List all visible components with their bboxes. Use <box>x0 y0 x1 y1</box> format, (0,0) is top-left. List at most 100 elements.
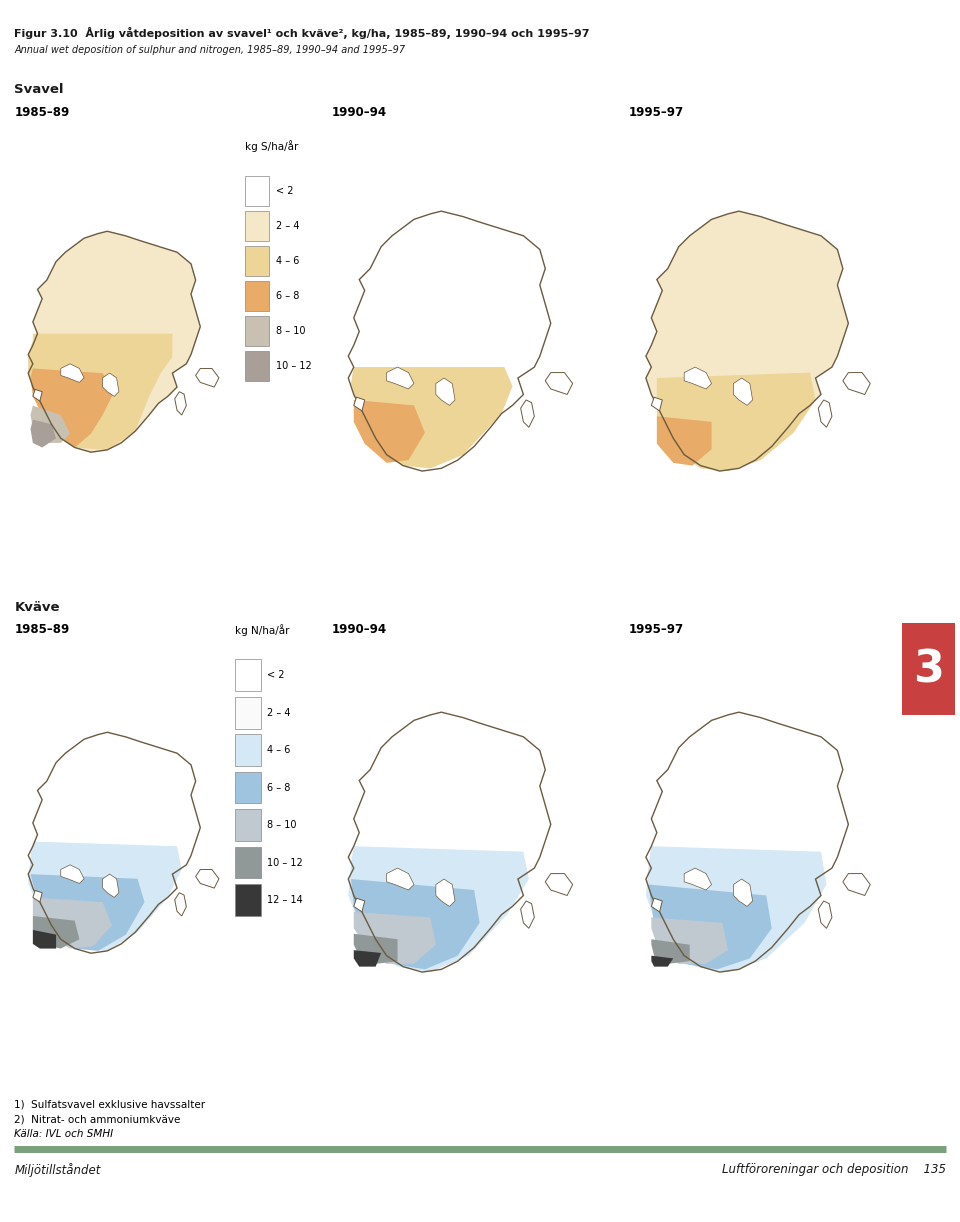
Text: 12 – 14: 12 – 14 <box>267 895 302 906</box>
Polygon shape <box>28 231 201 452</box>
Polygon shape <box>545 874 572 896</box>
Text: 8 – 10: 8 – 10 <box>276 326 305 336</box>
Polygon shape <box>351 367 513 468</box>
Text: 1985–89: 1985–89 <box>14 623 70 637</box>
Polygon shape <box>33 930 56 948</box>
Bar <box>235 847 261 879</box>
Text: 8 – 10: 8 – 10 <box>267 820 297 830</box>
Polygon shape <box>520 400 535 428</box>
Bar <box>245 351 269 380</box>
Polygon shape <box>28 732 201 953</box>
Polygon shape <box>28 334 173 450</box>
Polygon shape <box>354 951 381 967</box>
Text: Svavel: Svavel <box>14 83 64 97</box>
Bar <box>235 771 261 804</box>
Text: Figur 3.10  Årlig våtdeposition av svavel¹ och kväve², kg/ha, 1985–89, 1990–94 o: Figur 3.10 Årlig våtdeposition av svavel… <box>14 27 589 39</box>
Text: < 2: < 2 <box>267 671 284 681</box>
Polygon shape <box>651 918 728 964</box>
Text: 1985–89: 1985–89 <box>14 106 70 120</box>
Text: 1995–97: 1995–97 <box>629 106 684 120</box>
Text: 2 – 4: 2 – 4 <box>276 221 300 231</box>
Polygon shape <box>651 898 662 912</box>
Polygon shape <box>60 865 84 884</box>
Text: 6 – 8: 6 – 8 <box>276 291 300 301</box>
Polygon shape <box>436 879 455 907</box>
Polygon shape <box>348 211 551 470</box>
Text: 1)  Sulfatsvavel exklusive havssalter: 1) Sulfatsvavel exklusive havssalter <box>14 1100 205 1110</box>
Text: 2 – 4: 2 – 4 <box>267 708 291 717</box>
Polygon shape <box>175 392 186 415</box>
Polygon shape <box>354 400 425 463</box>
Bar <box>235 734 261 766</box>
Text: 10 – 12: 10 – 12 <box>267 858 302 868</box>
Polygon shape <box>387 367 414 389</box>
Bar <box>235 809 261 841</box>
Polygon shape <box>33 916 80 948</box>
Bar <box>235 884 261 915</box>
Text: 1990–94: 1990–94 <box>331 106 386 120</box>
Polygon shape <box>354 898 365 912</box>
Bar <box>245 281 269 310</box>
Polygon shape <box>348 712 551 971</box>
Polygon shape <box>103 874 119 897</box>
Polygon shape <box>31 369 114 447</box>
Polygon shape <box>354 397 365 411</box>
Polygon shape <box>646 712 849 971</box>
Polygon shape <box>175 893 186 916</box>
Polygon shape <box>651 397 662 411</box>
Text: 6 – 8: 6 – 8 <box>267 783 291 793</box>
Text: Källa: IVL och SMHI: Källa: IVL och SMHI <box>14 1129 113 1139</box>
Bar <box>245 246 269 276</box>
Polygon shape <box>649 885 772 969</box>
Polygon shape <box>684 868 711 890</box>
Polygon shape <box>646 211 849 470</box>
Polygon shape <box>348 211 551 470</box>
Text: Luftföroreningar och deposition    135: Luftföroreningar och deposition 135 <box>722 1163 946 1177</box>
Text: < 2: < 2 <box>276 186 294 197</box>
Polygon shape <box>651 940 689 964</box>
Polygon shape <box>31 874 145 951</box>
Polygon shape <box>818 901 832 929</box>
Polygon shape <box>651 956 673 967</box>
Polygon shape <box>351 879 480 969</box>
Text: 1995–97: 1995–97 <box>629 623 684 637</box>
Bar <box>245 176 269 207</box>
Text: kg N/ha/år: kg N/ha/år <box>235 624 290 635</box>
Bar <box>235 660 261 692</box>
Polygon shape <box>28 732 201 953</box>
Polygon shape <box>103 373 119 396</box>
Text: 2)  Nitrat- och ammoniumkväve: 2) Nitrat- och ammoniumkväve <box>14 1114 180 1124</box>
Bar <box>245 316 269 346</box>
Polygon shape <box>348 712 551 971</box>
Text: Kväve: Kväve <box>14 601 60 615</box>
Text: Annual wet deposition of sulphur and nitrogen, 1985–89, 1990–94 and 1995–97: Annual wet deposition of sulphur and nit… <box>14 45 405 55</box>
Polygon shape <box>733 879 753 907</box>
Polygon shape <box>657 417 711 466</box>
Polygon shape <box>60 364 84 382</box>
Polygon shape <box>31 419 56 447</box>
Text: 3: 3 <box>913 648 944 692</box>
Polygon shape <box>818 400 832 428</box>
Polygon shape <box>646 211 849 470</box>
Polygon shape <box>351 367 513 468</box>
Polygon shape <box>28 842 181 951</box>
Polygon shape <box>545 373 572 395</box>
Polygon shape <box>31 406 70 442</box>
Polygon shape <box>28 231 201 452</box>
Polygon shape <box>646 846 827 971</box>
Text: 10 – 12: 10 – 12 <box>276 360 312 371</box>
Bar <box>245 211 269 241</box>
Polygon shape <box>436 378 455 406</box>
Polygon shape <box>196 369 219 387</box>
Text: Miljötillståndet: Miljötillståndet <box>14 1163 101 1177</box>
Polygon shape <box>684 367 711 389</box>
Polygon shape <box>33 390 42 401</box>
Polygon shape <box>646 712 849 971</box>
Polygon shape <box>843 874 870 896</box>
Polygon shape <box>733 378 753 406</box>
Polygon shape <box>348 846 529 971</box>
Text: 4 – 6: 4 – 6 <box>276 257 300 266</box>
Polygon shape <box>196 870 219 888</box>
Text: kg S/ha/år: kg S/ha/år <box>245 139 299 152</box>
Text: 1990–94: 1990–94 <box>331 623 386 637</box>
